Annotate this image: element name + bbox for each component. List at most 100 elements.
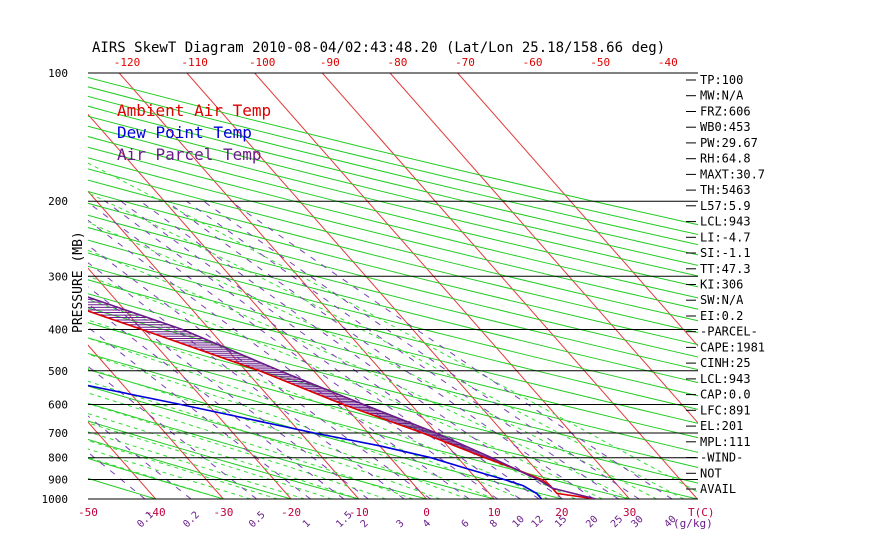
dry-adiabat xyxy=(88,458,226,499)
dry-adiabat xyxy=(88,157,698,310)
dry-adiabat xyxy=(88,322,698,484)
dry-adiabat xyxy=(88,420,361,499)
pressure-tick-label: 1000 xyxy=(42,493,69,506)
mixing-ratio-label: 8 xyxy=(488,518,500,530)
moist-adiabat xyxy=(88,275,603,499)
dry-adiabat xyxy=(88,115,698,266)
bottom-temp-tick-label: -40 xyxy=(146,506,166,519)
index-label: CAP:0.0 xyxy=(700,388,751,402)
legend-entry: Dew Point Temp xyxy=(117,123,252,142)
pressure-tick-label: 100 xyxy=(48,67,68,80)
mixing-ratio-label: 12 xyxy=(530,514,546,530)
chart-title: AIRS SkewT Diagram 2010-08-04/02:43:48.2… xyxy=(92,40,665,56)
bottom-temp-tick-label: -30 xyxy=(213,506,233,519)
series-dew-point-temp xyxy=(88,384,543,499)
mixing-ratio-label: 20 xyxy=(584,514,600,530)
pressure-tick-label: 600 xyxy=(48,399,68,412)
dry-adiabat xyxy=(88,293,698,453)
dry-adiabat xyxy=(88,352,632,499)
dry-adiabat xyxy=(88,402,429,499)
bottom-temp-tick-label: 20 xyxy=(555,506,568,519)
mixing-ratio-label: 3 xyxy=(395,518,407,530)
dry-adiabat xyxy=(88,179,698,334)
dry-adiabat xyxy=(88,190,698,346)
isobar-lines xyxy=(88,72,698,500)
top-temp-tick-label: -80 xyxy=(387,56,407,69)
index-label: EI:0.2 xyxy=(700,309,743,323)
mixing-ratio-line xyxy=(88,451,146,499)
top-temp-tick-label: -70 xyxy=(455,56,475,69)
index-label: LFC:891 xyxy=(700,403,751,417)
pressure-tick-label: 200 xyxy=(48,195,68,208)
pressure-tick-label: 300 xyxy=(48,270,68,283)
sounding-series xyxy=(88,296,596,499)
mixing-ratio-line xyxy=(104,200,521,499)
isotherm xyxy=(389,73,698,424)
dry-adiabat xyxy=(88,265,698,424)
dry-adiabat xyxy=(88,385,497,499)
index-label: CAPE:1981 xyxy=(700,340,765,354)
moist-adiabat xyxy=(88,392,414,499)
top-temp-tick-label: -40 xyxy=(658,56,678,69)
dry-adiabat xyxy=(0,73,49,508)
isotherm xyxy=(321,73,698,499)
isotherm xyxy=(254,73,630,499)
bottom-temp-tick-label: -50 xyxy=(78,506,98,519)
top-temp-tick-labels: -120 -110 -100 -90 -80 -70 -60 -50 -40 xyxy=(114,56,678,69)
index-label: -PARCEL- xyxy=(700,325,758,339)
moist-adiabat xyxy=(88,440,278,499)
dry-adiabat xyxy=(88,227,698,384)
top-temp-tick-label: -110 xyxy=(181,56,208,69)
index-label: LCL:943 xyxy=(700,372,751,386)
dry-adiabat xyxy=(88,125,698,277)
dry-adiabat xyxy=(88,214,698,371)
dry-adiabat xyxy=(88,307,698,469)
pressure-tick-label: 900 xyxy=(48,474,68,487)
dry-adiabat xyxy=(88,252,698,410)
pressure-tick-label: 500 xyxy=(48,365,68,378)
mixing-ratio-line xyxy=(88,415,192,499)
cape-hatch-area xyxy=(88,298,558,490)
mixing-ratio-label: 4 xyxy=(421,518,433,530)
dry-adiabat-lines xyxy=(0,73,698,508)
bottom-axis-unit: T(C) xyxy=(688,506,715,519)
moist-adiabat xyxy=(88,431,305,499)
mixing-ratio-line xyxy=(88,326,311,499)
mixing-ratio-label: 2 xyxy=(359,518,371,530)
dry-adiabat xyxy=(88,279,698,439)
isotherm-lines xyxy=(88,73,698,499)
index-label: -WIND- xyxy=(700,451,743,465)
index-label: CINH:25 xyxy=(700,356,751,370)
pressure-tick-label: 400 xyxy=(48,324,68,337)
mixing-ratio-label: 6 xyxy=(460,518,472,530)
dry-adiabat xyxy=(88,438,293,499)
legend: Ambient Air Temp Dew Point Temp Air Parcel… xyxy=(117,101,271,164)
moist-adiabat xyxy=(88,192,685,499)
pressure-tick-labels: 100 200 300 400 500 600 700 800 900 1000 xyxy=(42,67,69,506)
series-air-parcel-temp xyxy=(88,296,596,499)
top-temp-tick-label: -60 xyxy=(523,56,543,69)
index-label: AVAIL xyxy=(700,482,736,496)
isotherm xyxy=(88,344,224,499)
index-label: MAXT:30.7 xyxy=(700,167,765,181)
index-label: SW:N/A xyxy=(700,293,744,307)
moist-adiabat xyxy=(88,249,630,499)
dry-adiabat xyxy=(88,136,698,288)
index-label: TH:5463 xyxy=(700,183,751,197)
dry-adiabat xyxy=(88,239,698,397)
index-label: KI:306 xyxy=(700,278,743,292)
isotherm xyxy=(88,190,360,499)
mixing-ratio-line xyxy=(203,200,640,499)
index-label: MW:N/A xyxy=(700,89,744,103)
mixing-ratio-line xyxy=(140,200,563,499)
bottom-temp-tick-labels: -50 -40 -30 -20 -10 0 10 20 30 xyxy=(78,506,636,519)
dry-adiabat xyxy=(88,146,698,299)
index-label: PW:29.67 xyxy=(700,136,758,150)
top-temp-tick-label: -100 xyxy=(249,56,276,69)
mixing-ratio-label: 1 xyxy=(301,518,313,530)
dry-adiabat xyxy=(88,369,564,499)
pressure-tick-label: 800 xyxy=(48,452,68,465)
mixing-ratio-line xyxy=(120,200,540,499)
index-label: FRZ:606 xyxy=(700,105,751,119)
